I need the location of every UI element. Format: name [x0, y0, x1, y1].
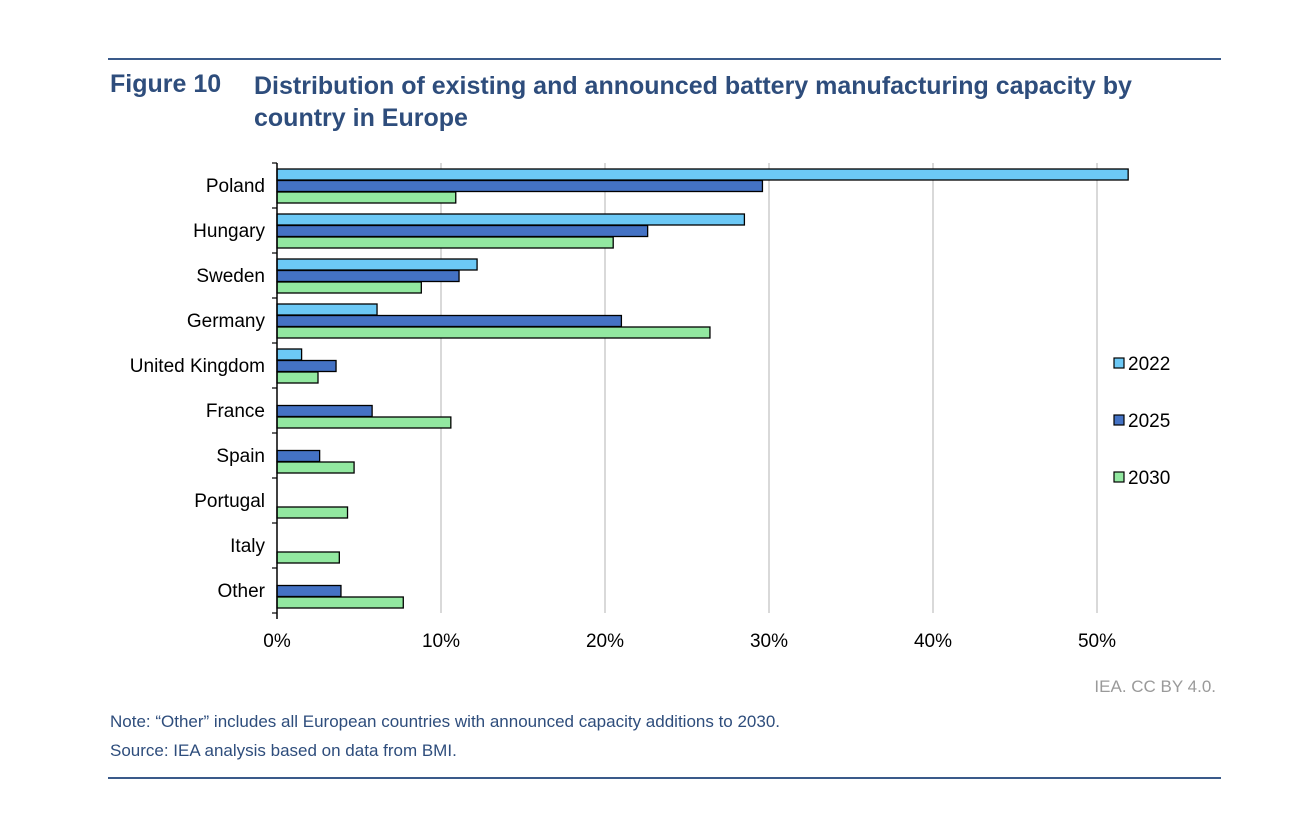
legend-swatch-2030: [1113, 471, 1125, 483]
legend-label-2030: 2030: [1128, 468, 1170, 489]
category-label: Other: [217, 581, 265, 602]
gridlines: [440, 163, 1098, 613]
bar-poland-2030: [276, 191, 457, 204]
x-tick-label: 30%: [750, 631, 788, 652]
bars: [276, 168, 1129, 609]
bar-hungary-2022: [276, 213, 746, 226]
bar-spain-2030: [276, 461, 355, 474]
category-label: Germany: [187, 311, 266, 332]
x-tick-label: 10%: [422, 631, 460, 652]
category-label: France: [206, 401, 265, 422]
bar-france-2030: [276, 416, 452, 429]
bar-spain-2025: [276, 449, 321, 463]
bar-sweden-2030: [276, 281, 422, 294]
category-label: Italy: [230, 536, 265, 557]
bar-sweden-2022: [276, 258, 478, 271]
source-text: Source: IEA analysis based on data from …: [110, 741, 457, 760]
figure-title: Distribution of existing and announced b…: [254, 72, 1132, 132]
bar-france-2025: [276, 404, 373, 418]
x-tick-label: 40%: [914, 631, 952, 652]
legend: 2022 2025 2030: [1113, 354, 1170, 489]
category-label: Sweden: [196, 266, 265, 287]
x-tick-label: 20%: [586, 631, 624, 652]
bar-poland-2022: [276, 168, 1129, 181]
bar-germany-2025: [276, 314, 623, 328]
bar-united-kingdom-2030: [276, 371, 319, 384]
figure-number: Figure 10: [110, 70, 222, 98]
bar-sweden-2025: [276, 269, 460, 283]
bar-germany-2030: [276, 326, 711, 339]
bar-united-kingdom-2022: [276, 348, 303, 361]
category-labels: Poland Hungary Sweden Germany United Kingdom…: [130, 176, 266, 602]
legend-label-2025: 2025: [1128, 411, 1170, 432]
x-tick-label: 50%: [1078, 631, 1116, 652]
x-tick-label: 0%: [263, 631, 291, 652]
bottom-rule: [108, 777, 1221, 779]
bar-poland-2025: [276, 179, 764, 193]
credit-text: IEA. CC BY 4.0.: [1094, 677, 1216, 696]
category-label: Poland: [206, 176, 265, 197]
bar-hungary-2025: [276, 224, 649, 238]
legend-swatch-2022: [1113, 357, 1125, 369]
axes: [272, 162, 278, 619]
category-label: Portugal: [194, 491, 265, 512]
tick-labels: 0% 10% 20% 30% 40% 50%: [263, 631, 1116, 652]
category-label: Hungary: [193, 221, 265, 242]
bar-other-2030: [276, 596, 404, 609]
category-label: United Kingdom: [130, 356, 265, 377]
bar-other-2025: [276, 584, 342, 598]
bar-hungary-2030: [276, 236, 614, 249]
legend-swatch-2025: [1113, 414, 1125, 426]
bar-italy-2030: [276, 551, 340, 564]
bar-portugal-2030: [276, 506, 349, 519]
bar-united-kingdom-2025: [276, 359, 337, 373]
bar-germany-2022: [276, 303, 378, 316]
note-text: Note: “Other” includes all European coun…: [110, 712, 781, 731]
top-rule: [108, 58, 1221, 60]
legend-label-2022: 2022: [1128, 354, 1170, 375]
category-label: Spain: [216, 446, 265, 467]
